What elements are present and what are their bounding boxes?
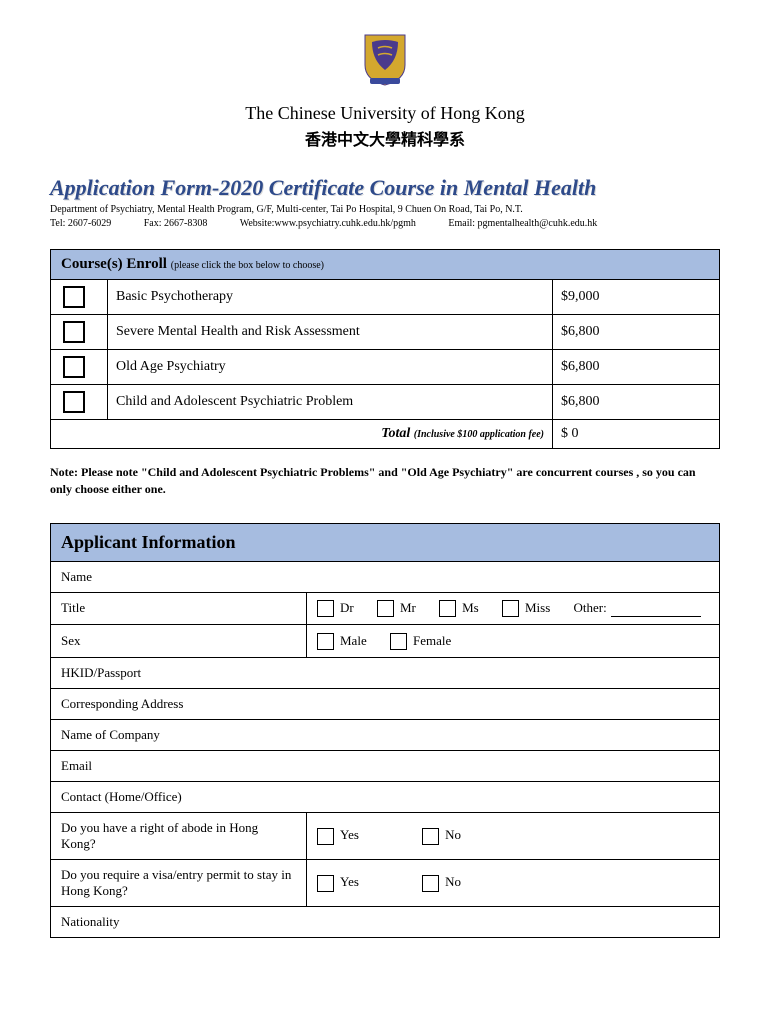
course-row: Basic Psychotherapy $9,000 <box>51 280 720 315</box>
field-abode-options: Yes No <box>307 813 720 860</box>
visa-no-label: No <box>445 874 461 889</box>
course-price-3: $6,800 <box>553 385 720 420</box>
courses-header: Course(s) Enroll (please click the box b… <box>51 250 720 280</box>
abode-no-checkbox[interactable] <box>422 828 439 845</box>
course-row: Child and Adolescent Psychiatric Problem… <box>51 385 720 420</box>
field-name-label: Name <box>51 561 720 592</box>
courses-header-text: Course(s) Enroll <box>61 256 167 272</box>
field-address-label: Corresponding Address <box>51 689 720 720</box>
field-company-label: Name of Company <box>51 720 720 751</box>
header-logo-area: The Chinese University of Hong Kong 香港中文… <box>50 30 720 150</box>
title-ms-checkbox[interactable] <box>439 600 456 617</box>
course-name-0: Basic Psychotherapy <box>108 280 553 315</box>
dept-tel: Tel: 2607-6029 <box>50 218 111 229</box>
department-info: Department of Psychiatry, Mental Health … <box>50 203 720 231</box>
course-name-3: Child and Adolescent Psychiatric Problem <box>108 385 553 420</box>
title-miss-checkbox[interactable] <box>502 600 519 617</box>
title-mr-checkbox[interactable] <box>377 600 394 617</box>
title-dr-checkbox[interactable] <box>317 600 334 617</box>
course-price-2: $6,800 <box>553 350 720 385</box>
field-visa-label: Do you require a visa/entry permit to st… <box>51 860 307 907</box>
abode-no-label: No <box>445 827 461 842</box>
title-other-label: Other: <box>574 600 607 615</box>
dept-fax: Fax: 2667-8308 <box>144 218 208 229</box>
course-name-2: Old Age Psychiatry <box>108 350 553 385</box>
course-checkbox-3[interactable] <box>63 391 85 413</box>
course-checkbox-1[interactable] <box>63 321 85 343</box>
field-title-options: Dr Mr Ms Miss Other: <box>307 592 720 625</box>
sex-female-checkbox[interactable] <box>390 633 407 650</box>
field-nationality-label: Nationality <box>51 907 720 938</box>
visa-yes-label: Yes <box>340 874 359 889</box>
title-other-input[interactable] <box>611 616 701 617</box>
visa-yes-checkbox[interactable] <box>317 875 334 892</box>
course-checkbox-2[interactable] <box>63 356 85 378</box>
applicant-table: Applicant Information Name Title Dr Mr M… <box>50 523 720 939</box>
field-abode-label: Do you have a right of abode in Hong Kon… <box>51 813 307 860</box>
field-sex-label: Sex <box>51 625 307 658</box>
courses-table: Course(s) Enroll (please click the box b… <box>50 249 720 449</box>
field-hkid-label: HKID/Passport <box>51 658 720 689</box>
university-crest-icon <box>360 30 410 90</box>
courses-header-sub: (please click the box below to choose) <box>171 260 324 271</box>
sex-male-label: Male <box>340 633 367 648</box>
field-sex-options: Male Female <box>307 625 720 658</box>
abode-yes-checkbox[interactable] <box>317 828 334 845</box>
course-name-1: Severe Mental Health and Risk Assessment <box>108 315 553 350</box>
sex-female-label: Female <box>413 633 451 648</box>
dept-web: Website:www.psychiatry.cuhk.edu.hk/pgmh <box>240 218 416 229</box>
field-title-label: Title <box>51 592 307 625</box>
field-contact-label: Contact (Home/Office) <box>51 782 720 813</box>
total-value: $ 0 <box>553 420 720 449</box>
dept-email: Email: pgmentalhealth@cuhk.edu.hk <box>448 218 597 229</box>
visa-no-checkbox[interactable] <box>422 875 439 892</box>
course-checkbox-0[interactable] <box>63 286 85 308</box>
concurrent-note: Note: Please note "Child and Adolescent … <box>50 464 720 498</box>
field-email-label: Email <box>51 751 720 782</box>
university-name-en: The Chinese University of Hong Kong <box>50 103 720 124</box>
course-row: Severe Mental Health and Risk Assessment… <box>51 315 720 350</box>
sex-male-checkbox[interactable] <box>317 633 334 650</box>
title-dr-label: Dr <box>340 600 354 615</box>
course-price-1: $6,800 <box>553 315 720 350</box>
university-name-zh: 香港中文大學精科學系 <box>50 126 720 150</box>
total-label: Total <box>381 426 410 441</box>
dept-address: Department of Psychiatry, Mental Health … <box>50 203 720 217</box>
total-sub: (Inclusive $100 application fee) <box>414 429 544 440</box>
title-ms-label: Ms <box>462 600 479 615</box>
abode-yes-label: Yes <box>340 827 359 842</box>
field-visa-options: Yes No <box>307 860 720 907</box>
course-price-0: $9,000 <box>553 280 720 315</box>
total-row: Total (Inclusive $100 application fee) $… <box>51 420 720 449</box>
course-row: Old Age Psychiatry $6,800 <box>51 350 720 385</box>
title-mr-label: Mr <box>400 600 416 615</box>
title-miss-label: Miss <box>525 600 550 615</box>
form-title: Application Form-2020 Certificate Course… <box>50 175 720 201</box>
applicant-header: Applicant Information <box>51 523 720 561</box>
